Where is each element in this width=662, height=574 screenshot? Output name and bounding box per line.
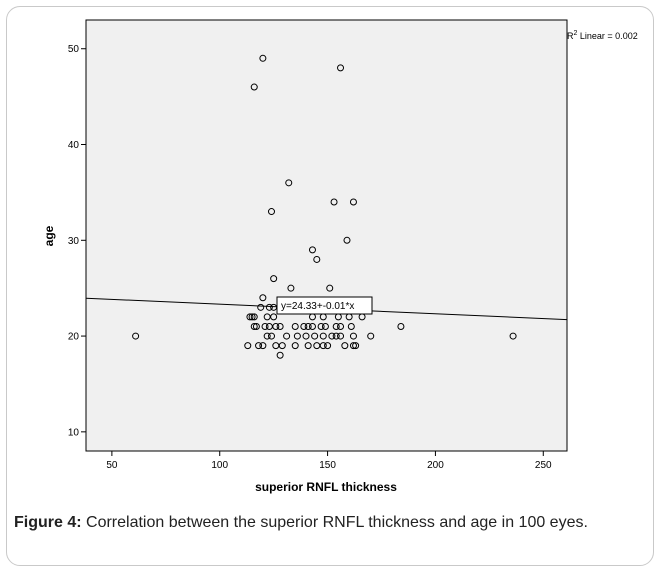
r-squared-label: R2 Linear = 0.002	[567, 30, 638, 41]
scatter-point	[293, 332, 301, 340]
scatter-point	[259, 342, 267, 350]
x-tick-label: 50	[106, 460, 118, 471]
scatter-point	[302, 332, 310, 340]
x-axis-title: superior RNFL thickness	[255, 480, 397, 494]
scatter-point	[244, 342, 252, 350]
scatter-point	[509, 332, 517, 340]
scatter-point	[257, 303, 265, 311]
scatter-point	[326, 284, 334, 292]
scatter-point	[276, 351, 284, 359]
scatter-point	[341, 342, 349, 350]
scatter-point	[304, 342, 312, 350]
scatter-point	[367, 332, 375, 340]
scatter-point	[304, 322, 312, 330]
scatter-point	[337, 64, 345, 72]
scatter-point	[328, 332, 336, 340]
scatter-point	[278, 342, 286, 350]
scatter-point	[255, 342, 263, 350]
y-tick-label: 40	[68, 140, 80, 151]
scatter-point	[248, 313, 256, 321]
scatter-point	[261, 322, 269, 330]
scatter-point	[263, 332, 271, 340]
caption-label: Figure 4:	[14, 514, 82, 531]
scatter-point	[276, 322, 284, 330]
scatter-point	[319, 332, 327, 340]
scatter-point	[250, 313, 258, 321]
y-tick-label: 50	[68, 44, 80, 55]
r-squared-superscript: 2	[574, 30, 578, 37]
scatter-point	[291, 342, 299, 350]
scatter-point	[265, 303, 273, 311]
scatter-point	[270, 313, 278, 321]
scatter-point	[397, 322, 405, 330]
y-tick-label: 30	[68, 236, 80, 247]
scatter-point	[330, 198, 338, 206]
scatter-point	[270, 275, 278, 283]
scatter-point	[321, 322, 329, 330]
fit-equation-text: y=24.33+-0.01*x	[281, 301, 354, 312]
scatter-point	[250, 322, 258, 330]
scatter-point	[250, 83, 258, 91]
scatter-point	[343, 236, 351, 244]
scatter-point	[337, 332, 345, 340]
scatter-point	[285, 179, 293, 187]
scatter-point	[300, 322, 308, 330]
x-tick-label: 200	[427, 460, 444, 471]
scatter-point	[287, 284, 295, 292]
caption-text: Correlation between the superior RNFL th…	[81, 514, 588, 531]
scatter-point	[259, 54, 267, 62]
x-axis-ticks: 50 100 150 200 250	[106, 451, 552, 471]
scatter-point	[308, 246, 316, 254]
fit-equation-label: y=24.33+-0.01*x	[276, 296, 373, 315]
scatter-point	[317, 322, 325, 330]
x-tick-label: 150	[319, 460, 336, 471]
scatter-point	[246, 313, 254, 321]
scatter-point	[332, 322, 340, 330]
scatter-point	[324, 342, 332, 350]
figure-caption: Figure 4: Correlation between the superi…	[14, 510, 646, 536]
scatter-point	[332, 332, 340, 340]
scatter-point	[347, 322, 355, 330]
scatter-point	[291, 322, 299, 330]
fit-equation-box	[276, 296, 373, 315]
y-axis-ticks: 10 20 30 40 50	[68, 44, 86, 438]
scatter-point	[349, 342, 357, 350]
plot-area	[85, 19, 568, 452]
scatter-point	[267, 208, 275, 216]
scatter-point	[352, 342, 360, 350]
scatter-point	[311, 332, 319, 340]
y-tick-label: 10	[68, 427, 80, 438]
scatter-point	[313, 255, 321, 263]
r-squared-prefix: R	[567, 31, 574, 41]
scatter-point	[349, 332, 357, 340]
scatter-point	[319, 342, 327, 350]
y-tick-label: 20	[68, 332, 80, 343]
scatter-point	[337, 322, 345, 330]
scatter-point	[272, 322, 280, 330]
scatter-point	[308, 322, 316, 330]
x-tick-label: 100	[211, 460, 228, 471]
scatter-point	[252, 322, 260, 330]
scatter-point	[267, 332, 275, 340]
scatter-point	[349, 198, 357, 206]
r-squared-value: Linear = 0.002	[577, 31, 637, 41]
scatter-point	[132, 332, 140, 340]
y-axis-title: age	[42, 225, 56, 246]
scatter-point	[259, 294, 267, 302]
x-tick-label: 250	[535, 460, 552, 471]
scatter-point	[283, 332, 291, 340]
